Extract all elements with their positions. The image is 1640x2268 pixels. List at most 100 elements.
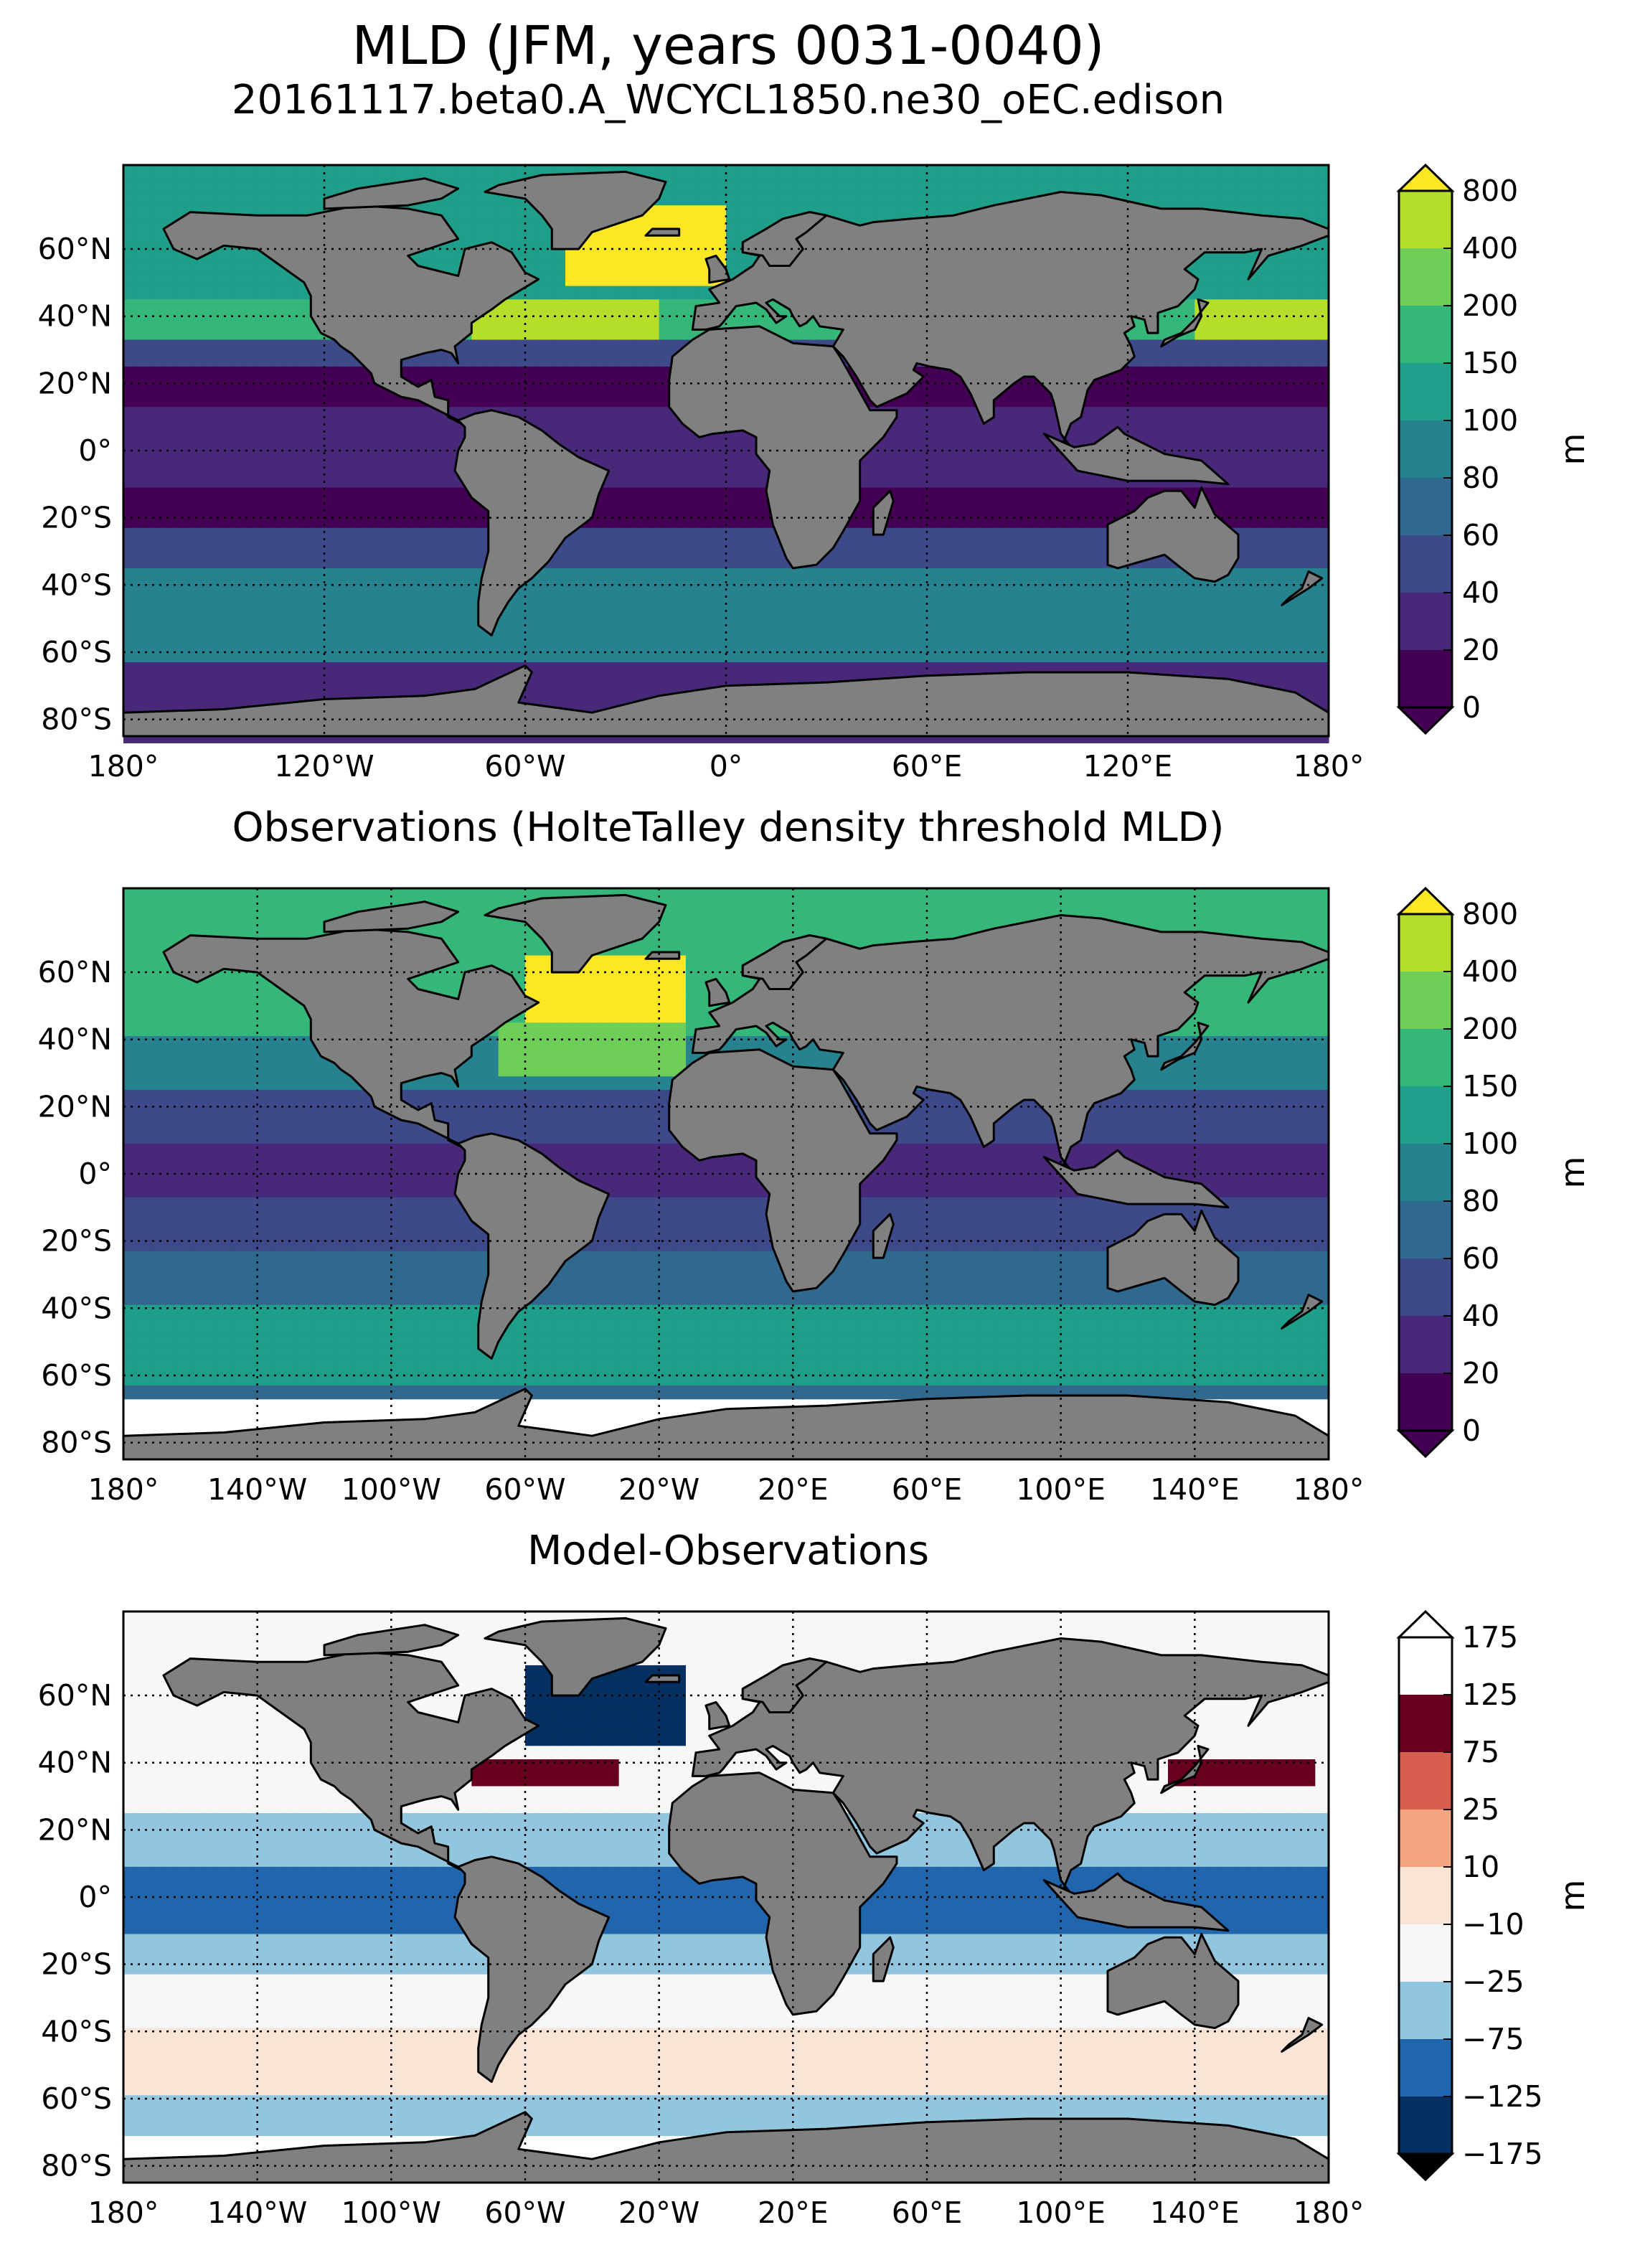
map-cell [1261,514,1276,529]
map-cell [123,326,138,341]
map-cell [994,555,1008,569]
map-cell [967,608,981,623]
map-cell [552,608,566,623]
map-cell [686,286,700,300]
map-cell [136,313,151,327]
map-cell [284,675,298,690]
map-cell [164,461,178,475]
map-cell [445,474,459,489]
map-cell [1128,595,1142,609]
map-cell [485,165,499,179]
map-cell [592,1036,606,1050]
map-cell [859,621,874,636]
map-cell [284,420,298,435]
map-cell [1288,649,1303,663]
map-cell [150,299,164,314]
map-cell [230,1036,245,1050]
map-cell [418,461,432,475]
map-cell [1034,901,1048,916]
map-cell [418,514,432,529]
map-cell [257,888,271,903]
map-cell [485,662,499,677]
map-cell [1181,407,1195,421]
map-cell [1154,635,1169,649]
map-cell [1261,299,1276,314]
map-cell [1315,1009,1329,1023]
map-cell [592,272,606,287]
map-cell [847,192,861,206]
map-cell [445,487,459,502]
map-cell [1088,165,1102,179]
map-cell [297,527,311,542]
map-cell [164,635,178,649]
map-cell [592,259,606,273]
map-cell [1235,568,1249,583]
map-cell [176,313,191,327]
map-cell [1248,178,1263,193]
map-cell [431,541,446,555]
map-cell [779,621,793,636]
map-cell [1101,888,1115,903]
map-cell [659,245,673,260]
map-cell [471,649,486,663]
map-cell [1248,514,1263,529]
map-cell [405,581,419,596]
map-cell [712,888,727,903]
map-cell [1020,649,1035,663]
map-cell [176,501,191,515]
map-cell [1128,568,1142,583]
map-cell [1128,581,1142,596]
map-cell [847,662,861,677]
map-cell [967,541,981,555]
map-cell [377,474,392,489]
map-cell [297,165,311,179]
map-cell [592,313,606,327]
map-cell [1235,178,1249,193]
map-cell [123,982,138,997]
map-cell [284,541,298,555]
map-cell [632,313,646,327]
map-cell [1315,366,1329,381]
map-cell [405,433,419,448]
map-cell [578,393,593,408]
map-cell [1288,1022,1303,1037]
map-cell [940,192,954,206]
map-cell [900,433,914,448]
map-cell [806,608,821,623]
map-cell [632,568,646,583]
map-cell [913,595,928,609]
map-cell [377,420,392,435]
map-cell [565,649,580,663]
map-cell [311,514,325,529]
map-cell [123,245,138,260]
map-cell [592,447,606,461]
map-cell [1020,555,1035,569]
map-cell [1275,420,1289,435]
map-cell [618,433,633,448]
map-cell [646,662,660,677]
map-cell [686,608,700,623]
map-cell [270,514,285,529]
map-cell [324,501,339,515]
map-cell [1047,649,1062,663]
map-cell [739,178,753,193]
map-cell [1128,649,1142,663]
map-cell [1034,608,1048,623]
map-cell [1275,527,1289,542]
map-cell [164,339,178,354]
map-cell [297,353,311,367]
map-cell [1007,178,1022,193]
map-cell [592,581,606,596]
map-cell [176,675,191,690]
map-cell [190,178,204,193]
map-cell [873,541,887,555]
map-cell [1088,474,1102,489]
map-cell [1235,393,1249,408]
map-cell [632,982,646,997]
map-cell [270,555,285,569]
map-cell [1315,675,1329,690]
map-cell [270,1009,285,1023]
map-cell [297,501,311,515]
map-cell [646,1036,660,1050]
map-cell [136,326,151,341]
